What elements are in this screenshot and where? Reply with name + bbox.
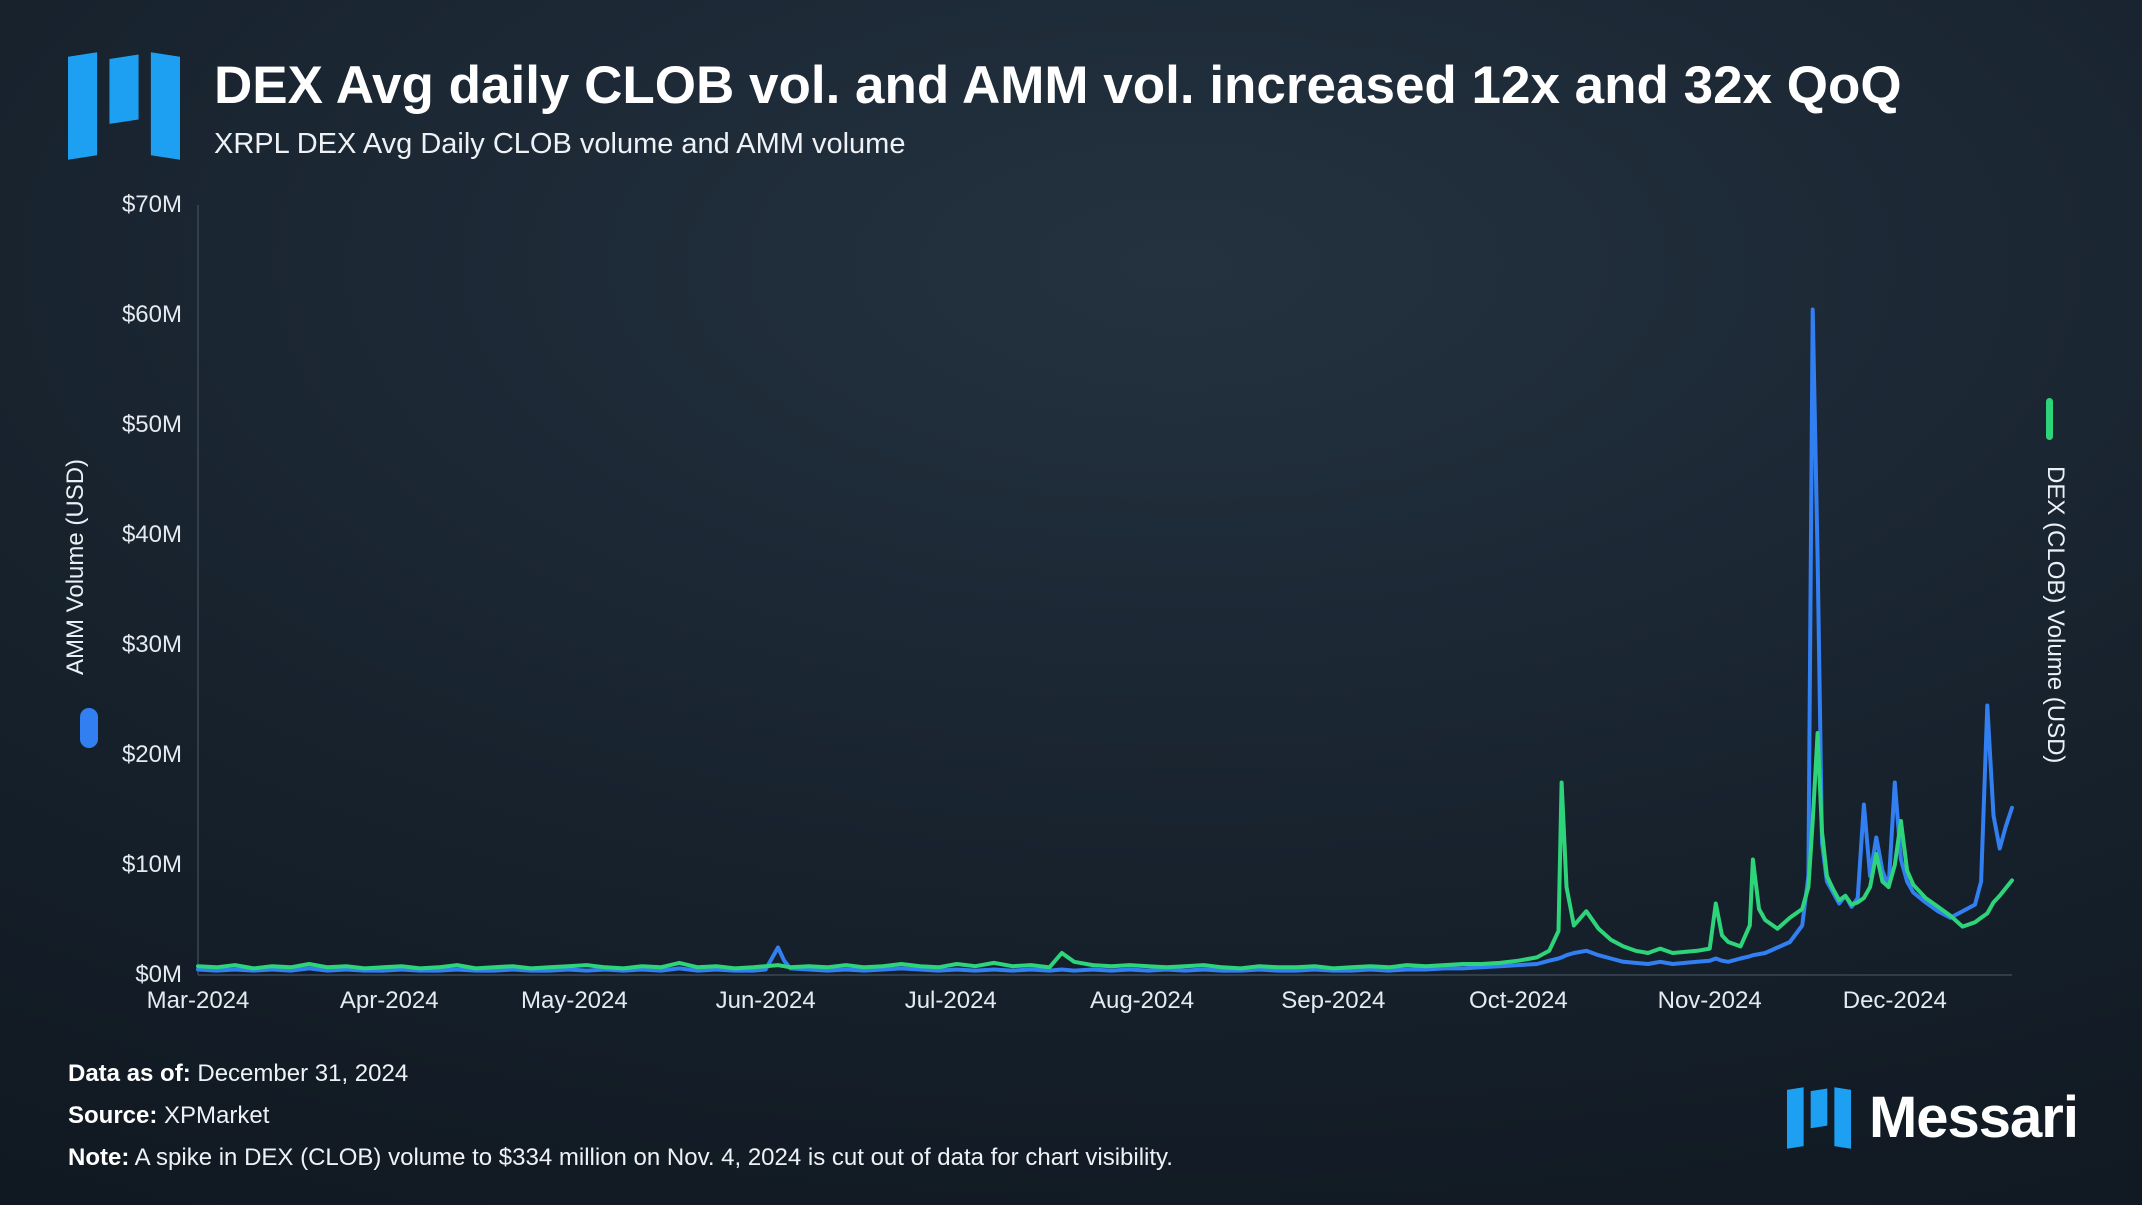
y-axis-tick-label: $40M: [121, 521, 182, 548]
y-axis-tick-label: $70M: [121, 191, 182, 218]
data-as-of-value: December 31, 2024: [197, 1060, 409, 1087]
x-axis-tick-label: Jul-2024: [904, 987, 997, 1014]
right-axis-title: DEX (CLOB) Volume (USD): [2042, 466, 2069, 764]
x-axis-tick-label: Sep-2024: [1281, 987, 1386, 1014]
y-axis-tick-label: $0M: [135, 961, 182, 988]
footer-notes: Data as of: December 31, 2024 Source: XP…: [68, 1060, 1173, 1186]
y-axis-tick-label: $10M: [121, 851, 182, 878]
x-axis-tick-label: Jun-2024: [715, 987, 816, 1014]
source-label: Source:: [68, 1102, 158, 1129]
note-value: A spike in DEX (CLOB) volume to $334 mil…: [134, 1144, 1173, 1171]
x-axis-tick-label: Apr-2024: [339, 987, 439, 1014]
brand-lockup: Messari: [1786, 1084, 2079, 1151]
page-subtitle: XRPL DEX Avg Daily CLOB volume and AMM v…: [214, 128, 906, 161]
messari-logo-icon: [68, 52, 180, 160]
y-axis-tick-label: $60M: [121, 301, 182, 328]
brand-wordmark: Messari: [1868, 1085, 2079, 1150]
clob-legend-marker: [2046, 398, 2053, 440]
note-row: Note: A spike in DEX (CLOB) volume to $3…: [68, 1144, 1173, 1172]
header: DEX Avg daily CLOB vol. and AMM vol. inc…: [214, 56, 2062, 161]
note-label: Note:: [68, 1144, 130, 1171]
x-axis-tick-label: Mar-2024: [146, 987, 250, 1014]
source-row: Source: XPMarket: [68, 1102, 1173, 1130]
data-as-of-label: Data as of:: [68, 1060, 191, 1087]
amm-legend-marker: [80, 708, 98, 748]
page-title: DEX Avg daily CLOB vol. and AMM vol. inc…: [214, 56, 1902, 115]
y-axis-tick-label: $30M: [121, 631, 182, 658]
messari-logo-icon: [1786, 1086, 1851, 1149]
y-axis-tick-label: $50M: [121, 411, 182, 438]
x-axis-tick-label: May-2024: [520, 987, 628, 1014]
x-axis-tick-label: Nov-2024: [1657, 987, 1762, 1014]
amm-volume-line: [196, 307, 2014, 973]
x-axis-tick-label: Dec-2024: [1842, 987, 1947, 1014]
x-axis-tick-label: Aug-2024: [1089, 987, 1195, 1014]
y-axis-tick-label: $20M: [121, 741, 182, 768]
source-value: XPMarket: [164, 1102, 270, 1129]
data-as-of-row: Data as of: December 31, 2024: [68, 1060, 1173, 1088]
left-axis-title: AMM Volume (USD): [62, 458, 89, 676]
clob-volume-line: [196, 731, 2014, 971]
x-axis-tick-label: Oct-2024: [1469, 987, 1568, 1014]
